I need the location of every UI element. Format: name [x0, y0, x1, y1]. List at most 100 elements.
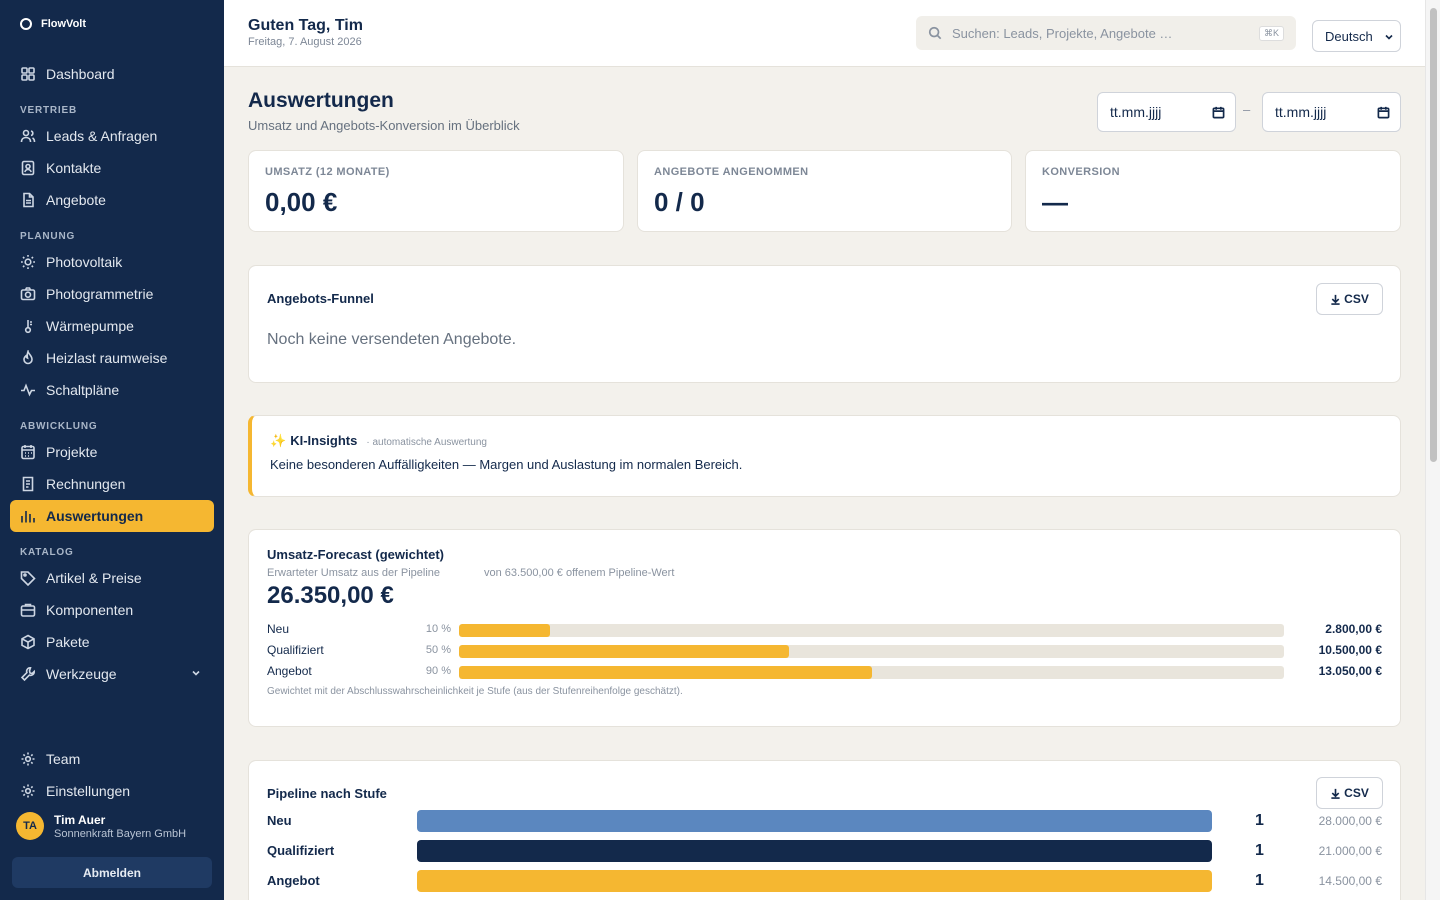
search-input[interactable]: Suchen: Leads, Projekte, Angebote … ⌘K [916, 16, 1296, 50]
calendar-icon[interactable] [1377, 106, 1390, 119]
forecast-bar-track [459, 666, 1284, 679]
forecast-total: 26.350,00 € [267, 582, 394, 609]
sidebar-item-dashboard[interactable]: Dashboard [10, 58, 214, 90]
sidebar-item-label: Schaltpläne [46, 382, 120, 398]
sidebar-item-auswertungen[interactable]: Auswertungen [10, 500, 214, 532]
pipeline-bar [417, 810, 1212, 832]
sidebar-item-rechnungen[interactable]: Rechnungen [10, 468, 214, 500]
sidebar-item-heizlast[interactable]: Heizlast raumweise [10, 342, 214, 374]
language-value: Deutsch [1325, 28, 1373, 44]
scrollbar[interactable] [1425, 0, 1440, 900]
forecast-pipeline-note: von 63.500,00 € offenem Pipeline-Wert [484, 567, 675, 579]
kpi-label: UMSATZ (12 MONATE) [265, 166, 390, 178]
download-icon [1331, 788, 1340, 799]
kpi-label: ANGEBOTE ANGENOMMEN [654, 166, 809, 178]
sun-icon [20, 254, 36, 270]
sidebar-bottom-nav: Team Einstellungen [10, 743, 214, 807]
forecast-probability: 10 % [425, 623, 451, 635]
sidebar-item-label: Photovoltaik [46, 254, 123, 270]
pipeline-bar-track [417, 810, 1212, 832]
forecast-card: Umsatz-Forecast (gewichtet) Erwarteter U… [248, 529, 1401, 727]
pipeline-amount: 14.500,00 € [1318, 874, 1382, 888]
nav-section-heading: PLANUNG [20, 231, 76, 242]
date-to-input[interactable]: tt.mm.jjjj [1262, 92, 1401, 132]
sidebar-item-angebote[interactable]: Angebote [10, 184, 214, 216]
sidebar-item-kontakte[interactable]: Kontakte [10, 152, 214, 184]
forecast-row: Neu 10 % 2.800,00 € [267, 621, 1382, 639]
forecast-amount: 2.800,00 € [1325, 622, 1382, 636]
forecast-amount: 13.050,00 € [1318, 664, 1382, 678]
thermometer-icon [20, 318, 36, 334]
sidebar-item-label: Rechnungen [46, 476, 126, 492]
sidebar-nav: Dashboard VERTRIEB Leads & Anfragen Kontakt… [10, 58, 214, 690]
topbar: Guten Tag, Tim Freitag, 7. August 2026 S… [224, 0, 1425, 67]
pipeline-row[interactable]: Qualifiziert 1 21.000,00 € [267, 840, 1382, 862]
kpi-value: 0 / 0 [654, 187, 705, 217]
nav-section-heading: VERTRIEB [20, 105, 77, 116]
sidebar-item-label: Kontakte [46, 160, 102, 176]
kpi-value: 0,00 € [265, 187, 338, 217]
sidebar-item-team[interactable]: Team [10, 743, 214, 775]
gear-icon [20, 783, 36, 799]
page-subtitle: Umsatz und Angebots-Konversion im Überbl… [248, 118, 520, 133]
sidebar-item-werkzeuge[interactable]: Werkzeuge [10, 658, 214, 690]
funnel-csv-button[interactable]: CSV [1316, 283, 1383, 315]
sidebar-item-komponenten[interactable]: Komponenten [10, 594, 214, 626]
sidebar-item-einstellungen[interactable]: Einstellungen [10, 775, 214, 807]
current-date: Freitag, 7. August 2026 [248, 36, 362, 48]
forecast-subtitle: Erwarteter Umsatz aus der Pipeline [267, 567, 441, 579]
pipeline-row[interactable]: Angebot 1 14.500,00 € [267, 870, 1382, 892]
box-icon [20, 602, 36, 618]
date-from-input[interactable]: tt.mm.jjjj [1097, 92, 1236, 132]
forecast-bar-track [459, 624, 1284, 637]
user-profile[interactable]: TA Tim Auer Sonnenkraft Bayern GmbH [16, 812, 186, 840]
bar-chart-icon [20, 508, 36, 524]
insights-text: Keine besonderen Auffälligkeiten — Marge… [270, 457, 743, 472]
grid-icon [20, 66, 36, 82]
pipeline-count: 1 [1255, 842, 1264, 859]
sidebar-item-leads[interactable]: Leads & Anfragen [10, 120, 214, 152]
pipeline-count: 1 [1255, 812, 1264, 829]
sidebar-item-artikel[interactable]: Artikel & Preise [10, 562, 214, 594]
language-select[interactable]: Deutsch [1312, 20, 1401, 52]
user-name: Tim Auer [54, 812, 106, 827]
sidebar-item-photovoltaik[interactable]: Photovoltaik [10, 246, 214, 278]
pipeline-stage: Angebot [267, 873, 320, 888]
pipeline-count: 1 [1255, 872, 1264, 889]
sidebar-item-schaltplaene[interactable]: Schaltpläne [10, 374, 214, 406]
nav-section-heading: KATALOG [20, 547, 74, 558]
sidebar-item-photogrammetrie[interactable]: Photogrammetrie [10, 278, 214, 310]
greeting: Guten Tag, Tim [248, 17, 363, 34]
sidebar-item-pakete[interactable]: Pakete [10, 626, 214, 658]
funnel-card: Angebots-Funnel CSV Noch keine versendet… [248, 265, 1401, 383]
date-from-placeholder: tt.mm.jjjj [1110, 104, 1162, 120]
pipeline-title: Pipeline nach Stufe [267, 786, 387, 801]
sidebar-item-label: Komponenten [46, 602, 134, 618]
insights-title: KI-Insights [290, 433, 358, 448]
sidebar-item-waermepumpe[interactable]: Wärmepumpe [10, 310, 214, 342]
document-icon [20, 192, 36, 208]
pipeline-row[interactable]: Neu 1 28.000,00 € [267, 810, 1382, 832]
forecast-title: Umsatz-Forecast (gewichtet) [267, 547, 444, 562]
scrollbar-thumb[interactable] [1430, 8, 1437, 462]
sidebar-item-projekte[interactable]: Projekte [10, 436, 214, 468]
pipeline-card: Pipeline nach Stufe CSV Neu 1 28.000,00 € Q… [248, 760, 1401, 900]
pipeline-bar-track [417, 870, 1212, 892]
date-range-separator: – [1243, 102, 1251, 117]
search-placeholder: Suchen: Leads, Projekte, Angebote … [952, 25, 1173, 41]
calendar-icon[interactable] [1212, 106, 1225, 119]
search-icon [928, 26, 942, 40]
brand-logo[interactable]: FlowVolt [20, 18, 86, 30]
sidebar-item-label: Projekte [46, 444, 98, 460]
sparkles-icon: ✨ [270, 433, 287, 448]
pipeline-amount: 28.000,00 € [1318, 814, 1382, 828]
sidebar-item-label: Werkzeuge [46, 666, 117, 682]
sidebar-item-label: Team [46, 751, 81, 767]
package-icon [20, 634, 36, 650]
pipeline-csv-button[interactable]: CSV [1316, 777, 1383, 809]
invoice-icon [20, 476, 36, 492]
user-org: Sonnenkraft Bayern GmbH [54, 827, 187, 840]
sidebar-item-label: Wärmepumpe [46, 318, 134, 334]
logout-button[interactable]: Abmelden [12, 857, 212, 888]
page-title: Auswertungen [248, 89, 394, 112]
